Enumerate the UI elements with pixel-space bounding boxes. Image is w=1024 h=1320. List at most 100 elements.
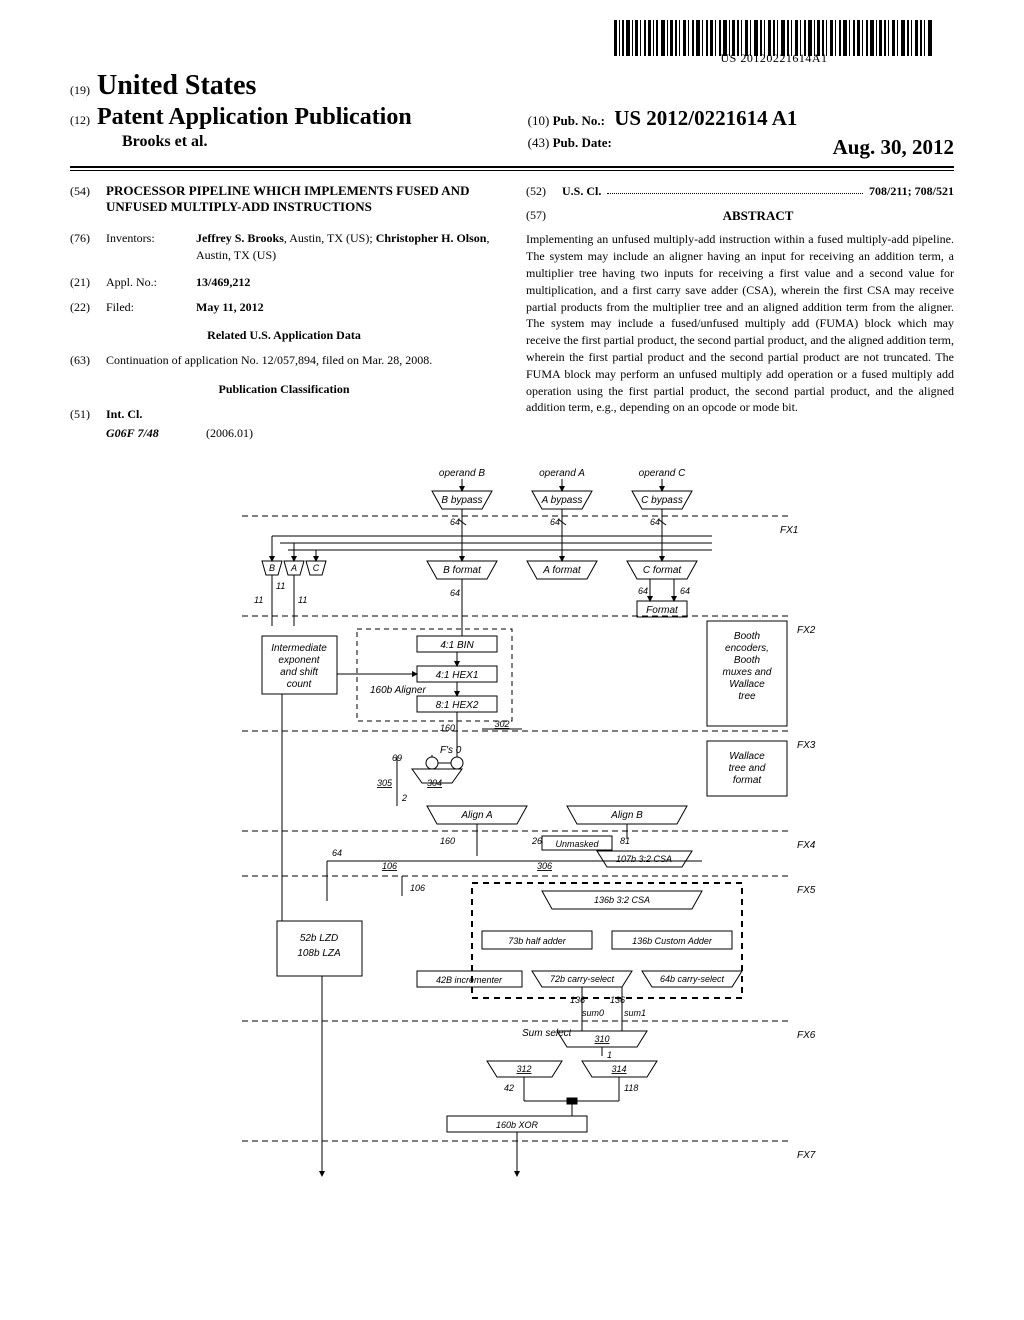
sum0-label: sum0 [582, 1008, 604, 1018]
code-21: (21) [70, 274, 106, 291]
hex1-label: 4:1 HEX1 [436, 670, 479, 681]
operand-b-label: operand B [439, 468, 485, 479]
w160-2: 160 [440, 836, 455, 846]
fs0-label: F's 0 [440, 745, 462, 756]
country: United States [97, 70, 256, 101]
w106: 106 [410, 883, 425, 893]
align-a-label: Align A [460, 810, 493, 821]
inter-3: and shift [280, 667, 319, 678]
w81: 81 [620, 836, 630, 846]
aligner-label: 160b Aligner [370, 685, 426, 696]
w64-a: 64 [550, 517, 560, 527]
bac-a: A [290, 563, 297, 573]
fx5-label: FX5 [797, 885, 816, 896]
ref-314: 314 [611, 1064, 626, 1074]
lzd-label: 52b LZD [300, 933, 338, 944]
barcode: US 20120221614A1 [614, 20, 934, 58]
applno-value: 13/469,212 [196, 274, 498, 291]
uscl-value: 708/211; 708/521 [869, 183, 954, 200]
patent-title: PROCESSOR PIPELINE WHICH IMPLEMENTS FUSE… [106, 183, 498, 217]
abstract-body: Implementing an unfused multiply-add ins… [526, 231, 954, 416]
w11-2: 11 [254, 595, 263, 605]
fx2-label: FX2 [797, 625, 816, 636]
booth-6: tree [738, 691, 756, 702]
xor-label: 160b XOR [496, 1120, 539, 1130]
w1: 1 [607, 1050, 612, 1060]
inventor-1-loc: , Austin, TX (US); [284, 231, 376, 245]
code-22: (22) [70, 299, 106, 316]
inventors-label: Inventors: [106, 230, 196, 264]
related-header: Related U.S. Application Data [70, 327, 498, 344]
body-columns: (54) PROCESSOR PIPELINE WHICH IMPLEMENTS… [70, 183, 954, 442]
half-adder-label: 73b half adder [508, 936, 567, 946]
w64-bf: 64 [450, 588, 460, 598]
fx4-label: FX4 [797, 840, 816, 851]
abstract-title: ABSTRACT [562, 207, 954, 225]
inventor-2: Christopher H. Olson [376, 231, 487, 245]
fx7-label: FX7 [797, 1150, 816, 1161]
w64-2: 64 [332, 848, 342, 858]
sum-select-label: Sum select [522, 1028, 573, 1039]
unmasked-label: Unmasked [555, 839, 599, 849]
uscl-dots [607, 183, 863, 194]
bac-b: B [269, 563, 275, 573]
left-column: (54) PROCESSOR PIPELINE WHICH IMPLEMENTS… [70, 183, 498, 442]
authors-short: Brooks et al. [70, 133, 518, 151]
fx3-label: FX3 [797, 740, 816, 751]
code-10: (10) [528, 113, 550, 128]
a-format-label: A format [542, 565, 582, 576]
ref-310: 310 [594, 1034, 609, 1044]
lza-label: 108b LZA [297, 948, 341, 959]
code-54: (54) [70, 183, 106, 217]
csa107-label: 107b 3:2 CSA [616, 854, 672, 864]
w136-2: 136 [610, 995, 625, 1005]
booth-5: Wallace [729, 679, 765, 690]
right-column: (52) U.S. Cl. 708/211; 708/521 (57) ABST… [526, 183, 954, 442]
booth-3: Booth [734, 655, 761, 666]
w160-1: 160 [440, 723, 455, 733]
ref-305: 305 [377, 778, 393, 788]
intcl-code: G06F 7/48 [70, 425, 206, 442]
ref-312: 312 [516, 1064, 531, 1074]
csa136-label: 136b 3:2 CSA [594, 895, 650, 905]
fx6-label: FX6 [797, 1030, 816, 1041]
inter-4: count [287, 679, 313, 690]
custom-adder-label: 136b Custom Adder [632, 936, 713, 946]
ref-106: 106 [382, 861, 397, 871]
ref-302: 302 [494, 719, 509, 729]
w2: 2 [401, 793, 407, 803]
hex2-label: 8:1 HEX2 [436, 700, 479, 711]
sum1-label: sum1 [624, 1008, 646, 1018]
w136-1: 136 [570, 995, 585, 1005]
pubclass-header: Publication Classification [70, 381, 498, 398]
w64-cf2: 64 [680, 586, 690, 596]
barcode-block: US 20120221614A1 [70, 20, 954, 66]
wallace-3: format [733, 775, 763, 786]
code-19: (19) [70, 83, 90, 97]
code-76: (76) [70, 230, 106, 264]
pubdate-label: Pub. Date: [553, 135, 612, 150]
bac-c: C [313, 563, 320, 573]
ref-306: 306 [537, 861, 552, 871]
format-box: Format [646, 605, 679, 616]
booth-4: muxes and [723, 667, 772, 678]
booth-2: encoders, [725, 643, 769, 654]
filed-value: May 11, 2012 [196, 299, 498, 316]
w26: 26 [531, 836, 542, 846]
pubdate-value: Aug. 30, 2012 [833, 135, 954, 160]
w64-b: 64 [450, 517, 460, 527]
uscl-label: U.S. Cl. [562, 183, 601, 200]
code-51: (51) [70, 406, 106, 423]
align-b-label: Align B [610, 810, 643, 821]
filed-label: Filed: [106, 299, 196, 316]
carry64-label: 64b carry-select [660, 974, 725, 984]
wallace-2: tree and [729, 763, 766, 774]
w64-cf1: 64 [638, 586, 648, 596]
inter-1: Intermediate [271, 643, 327, 654]
incrementer-label: 42B incrementer [436, 975, 503, 985]
pubno-label: Pub. No.: [553, 113, 605, 128]
a-bypass-label: A bypass [541, 495, 583, 506]
c-bypass-label: C bypass [641, 495, 683, 506]
inventor-1: Jeffrey S. Brooks [196, 231, 284, 245]
code-63: (63) [70, 352, 106, 369]
